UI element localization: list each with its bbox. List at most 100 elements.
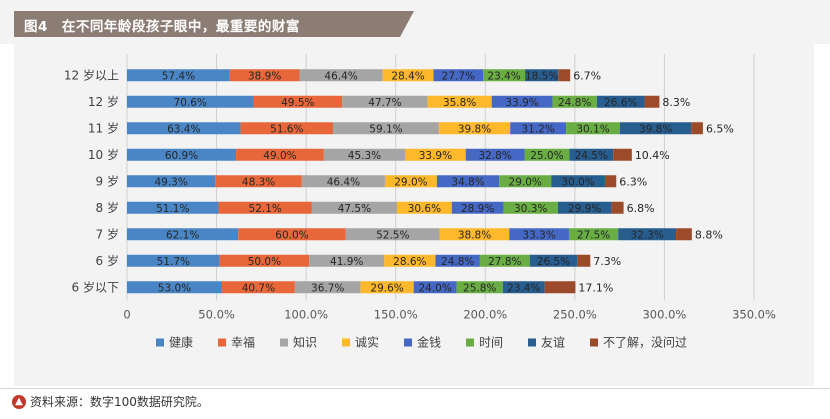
bar-segment (596, 95, 645, 108)
data-label: 33.3% (522, 229, 555, 241)
footer-rule (0, 388, 830, 389)
legend-swatch (280, 338, 288, 347)
legend-swatch (404, 338, 412, 347)
bar-segment (439, 228, 510, 241)
data-label: 28.9% (461, 203, 494, 215)
data-label: 24.5% (575, 150, 608, 162)
data-label: 29.9% (568, 203, 601, 215)
bar-segment (566, 122, 621, 135)
data-label: 29.0% (509, 176, 542, 188)
x-tick-label: 250.0% (553, 308, 597, 322)
data-label: 29.0% (394, 176, 427, 188)
bar-segment (384, 254, 436, 267)
data-label: 51.7% (157, 256, 190, 268)
legend-swatch (528, 338, 536, 347)
data-label: 52.1% (249, 203, 282, 215)
bar-segment (618, 228, 677, 241)
category-label: 11 岁 (88, 120, 119, 135)
category-label: 6 岁以下 (72, 279, 119, 294)
data-label: 26.6% (604, 97, 637, 109)
bar-segment (405, 148, 466, 161)
data-label: 50.0% (248, 256, 281, 268)
x-tick-label: 100.0% (284, 308, 328, 322)
data-label: 62.1% (166, 229, 199, 241)
bar-segment (433, 69, 484, 82)
data-label: 40.7% (242, 282, 275, 294)
data-label: 24.8% (441, 256, 474, 268)
bar-segment (345, 228, 440, 241)
bar-segment (491, 95, 553, 108)
bar-segment (360, 281, 414, 294)
legend-label: 知识 (293, 336, 317, 350)
legend-swatch (156, 338, 164, 347)
bar-segment (311, 201, 397, 214)
bar-segment (127, 95, 254, 108)
bar-segment (435, 254, 480, 267)
legend-label: 健康 (169, 335, 193, 350)
bar-segment (691, 122, 703, 135)
bar-segment (465, 148, 525, 161)
legend-swatch (218, 338, 226, 347)
data-label: 29.6% (370, 282, 403, 294)
category-label: 8 岁 (96, 200, 119, 215)
bar-segment (451, 201, 504, 214)
data-label: 8.8% (695, 228, 723, 241)
bar-segment (483, 69, 526, 82)
bar-segment (544, 281, 576, 294)
data-label: 32.3% (630, 229, 663, 241)
bar-segment (218, 201, 312, 214)
bar-segment (127, 69, 230, 82)
bar-segment (382, 69, 434, 82)
data-label: 53.0% (158, 282, 191, 294)
bar-segment (253, 95, 343, 108)
data-label: 7.3% (593, 255, 621, 268)
bar-segment (509, 228, 569, 241)
data-label: 35.8% (443, 97, 476, 109)
data-label: 49.5% (281, 97, 314, 109)
legend-label: 不了解，没问过 (603, 335, 687, 350)
category-label: 12 岁 (88, 94, 119, 109)
x-tick-label: 300.0% (642, 308, 686, 322)
bar-segment (551, 175, 605, 188)
bar-segment (611, 201, 624, 214)
bar-segment (323, 148, 406, 161)
bar-segment (396, 201, 452, 214)
data-label: 31.2% (521, 123, 554, 135)
bar-segment (238, 228, 346, 241)
bar-segment (127, 201, 219, 214)
data-label: 27.5% (577, 229, 610, 241)
bar-segment (294, 281, 361, 294)
data-label: 41.9% (330, 256, 363, 268)
data-label: 25.8% (463, 282, 496, 294)
data-label: 10.4% (635, 149, 670, 162)
data-label: 46.4% (327, 176, 360, 188)
bar-segment (613, 148, 632, 161)
category-label: 10 岁 (88, 147, 119, 162)
arrow-up-circle-icon: ▲ (12, 394, 26, 409)
data-label: 6.3% (619, 175, 647, 188)
bar-segment (427, 95, 492, 108)
legend-label: 诚实 (355, 335, 379, 350)
bar-segment (127, 254, 220, 267)
category-label: 12 岁以上 (64, 67, 119, 82)
data-label: 59.1% (369, 123, 402, 135)
data-label: 57.4% (162, 70, 195, 82)
x-tick-label: 200.0% (463, 308, 507, 322)
data-label: 33.9% (419, 150, 452, 162)
bar-segment (127, 148, 237, 161)
data-label: 60.9% (165, 150, 198, 162)
data-label: 60.0% (275, 229, 308, 241)
bar-segment (413, 281, 457, 294)
x-tick-label: 350.0% (732, 308, 776, 322)
data-label: 23.4% (507, 282, 540, 294)
bar-segment (499, 175, 552, 188)
bar-segment (127, 122, 241, 135)
data-label: 46.4% (324, 70, 357, 82)
data-label: 17.1% (578, 281, 613, 294)
data-label: 48.3% (242, 176, 275, 188)
data-label: 24.8% (558, 97, 591, 109)
bar-segment (558, 69, 571, 82)
bar-segment (438, 122, 511, 135)
source-text: 资料来源：数字100数据研究院。 (30, 395, 209, 409)
bar-segment (620, 122, 692, 135)
